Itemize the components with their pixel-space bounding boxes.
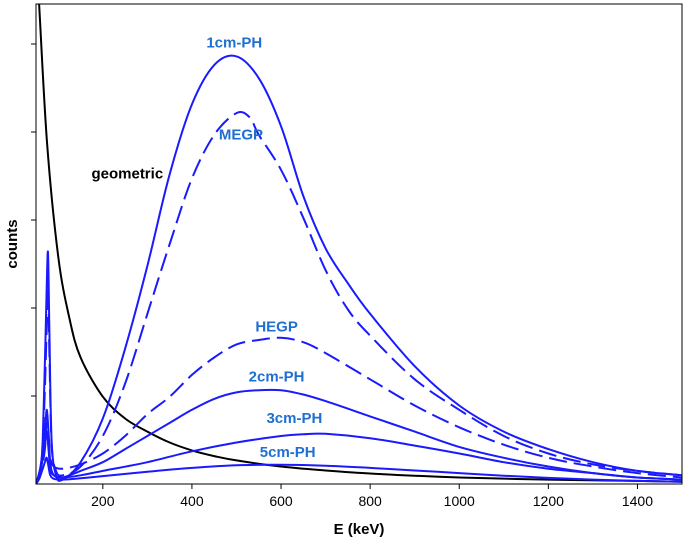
series-group [36, 4, 682, 484]
x-tick-label: 1000 [444, 493, 475, 509]
x-axis-title: E (keV) [334, 521, 385, 538]
x-tick-label: 400 [180, 493, 204, 509]
plot-frame [35, 3, 683, 485]
curve-label-geometric: geometric [91, 166, 163, 183]
x-tick-label: 800 [358, 493, 382, 509]
curve-label-hegp: HEGP [255, 318, 298, 335]
series-line-5cm-ph [36, 456, 682, 484]
series-line-geometric [38, 4, 682, 483]
x-tick-label: 1400 [622, 493, 653, 509]
curve-label-2cm-ph: 2cm-PH [249, 368, 305, 385]
x-tick-label: 200 [91, 493, 115, 509]
y-axis-ticks [31, 43, 36, 397]
y-axis-title: counts [4, 219, 21, 268]
curve-labels: 1cm-PH MEGP geometric HEGP 2cm-PH 3cm-PH 5cm-P… [91, 35, 322, 461]
x-tick-label: 1200 [533, 493, 564, 509]
curve-label-1cm-ph: 1cm-PH [206, 35, 262, 52]
series-line-megp [36, 111, 682, 484]
curve-label-5cm-ph: 5cm-PH [260, 444, 316, 461]
curve-label-3cm-ph: 3cm-PH [266, 410, 322, 427]
curve-label-megp: MEGP [219, 126, 263, 143]
series-line-1cm-ph [36, 54, 682, 484]
series-line-3cm-ph [36, 430, 682, 484]
x-tick-label: 600 [269, 493, 293, 509]
x-axis: 200 400 600 800 1000 1200 1400 [91, 484, 653, 509]
